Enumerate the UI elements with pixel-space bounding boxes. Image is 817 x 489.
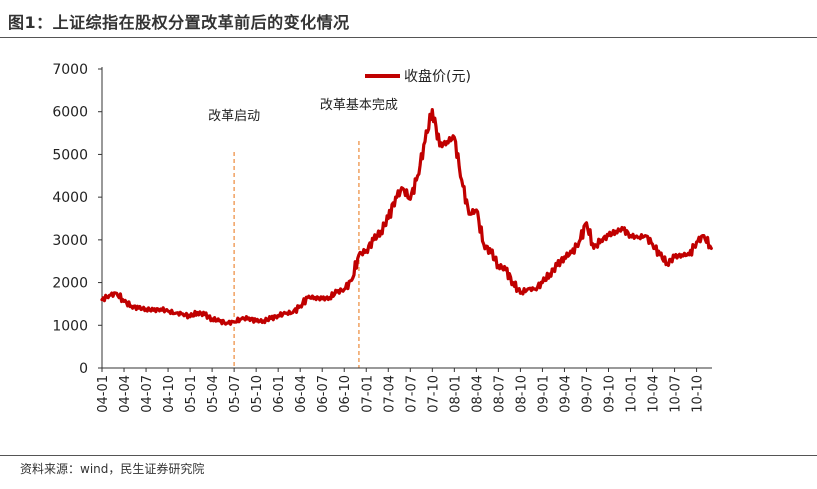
x-tick-label: 09-07: [580, 375, 595, 413]
y-axis-ticks: 0 1000 2000 3000 4000 5000 6000 7000: [52, 62, 103, 377]
series-layer: [100, 108, 713, 326]
source-note: 资料来源：wind，民生证券研究院: [20, 462, 205, 476]
annotations: 改革启动 改革基本完成: [208, 98, 398, 368]
y-tick-label: 5000: [52, 147, 88, 163]
x-tick-label: 04-04: [118, 375, 133, 413]
annotation-label: 改革基本完成: [320, 98, 398, 113]
annotation-label: 改革启动: [208, 109, 260, 124]
x-tick-label: 10-10: [691, 375, 706, 413]
x-tick-label: 08-07: [492, 375, 507, 413]
x-tick-label: 06-07: [316, 375, 331, 413]
x-tick-label: 04-01: [96, 375, 111, 413]
x-tick-label: 05-10: [250, 375, 265, 413]
y-tick-label: 6000: [52, 105, 88, 121]
x-tick-label: 07-10: [426, 375, 441, 413]
y-tick-label: 7000: [52, 62, 88, 78]
x-tick-label: 06-10: [338, 375, 353, 413]
x-tick-label: 08-01: [448, 375, 463, 413]
x-tick-label: 10-01: [625, 375, 640, 413]
y-tick-label: 4000: [52, 190, 88, 206]
y-tick-label: 1000: [52, 318, 88, 334]
figure-title: 图1：上证综指在股权分置改革前后的变化情况: [8, 13, 350, 32]
x-tick-label: 05-01: [184, 375, 199, 413]
x-tick-label: 06-01: [272, 375, 287, 413]
x-axis: 04-01 04-04 04-07 04-10 05-01 05-04 05-07 05-10…: [96, 367, 712, 413]
x-tick-label: 07-07: [404, 375, 419, 413]
x-tick-label: 09-01: [536, 375, 551, 413]
x-tick-label: 05-07: [228, 375, 243, 413]
source-rule: [0, 455, 817, 456]
x-tick-label: 06-04: [294, 375, 309, 413]
series-line: [100, 108, 713, 326]
chart: 0 1000 2000 3000 4000 5000 6000 7000 改革启动 改革基本完成…: [52, 62, 713, 413]
x-tick-label: 07-04: [382, 375, 397, 413]
y-tick-label: 2000: [52, 276, 88, 292]
y-tick-label: 3000: [52, 233, 88, 249]
y-tick-label: 0: [79, 361, 88, 377]
x-tick-label: 07-01: [360, 375, 375, 413]
x-tick-label: 10-04: [647, 375, 662, 413]
x-tick-label: 05-04: [206, 375, 221, 413]
x-tick-label: 09-10: [602, 375, 617, 413]
x-tick-label: 10-07: [669, 375, 684, 413]
title-rule: [0, 37, 817, 38]
legend-label: 收盘价(元): [404, 68, 471, 85]
x-tick-label: 04-10: [162, 375, 177, 413]
x-tick-label: 04-07: [140, 375, 155, 413]
legend: 收盘价(元): [365, 68, 471, 85]
x-tick-label: 09-04: [558, 375, 573, 413]
x-tick-label: 08-04: [470, 375, 485, 413]
x-tick-label: 08-10: [514, 375, 529, 413]
